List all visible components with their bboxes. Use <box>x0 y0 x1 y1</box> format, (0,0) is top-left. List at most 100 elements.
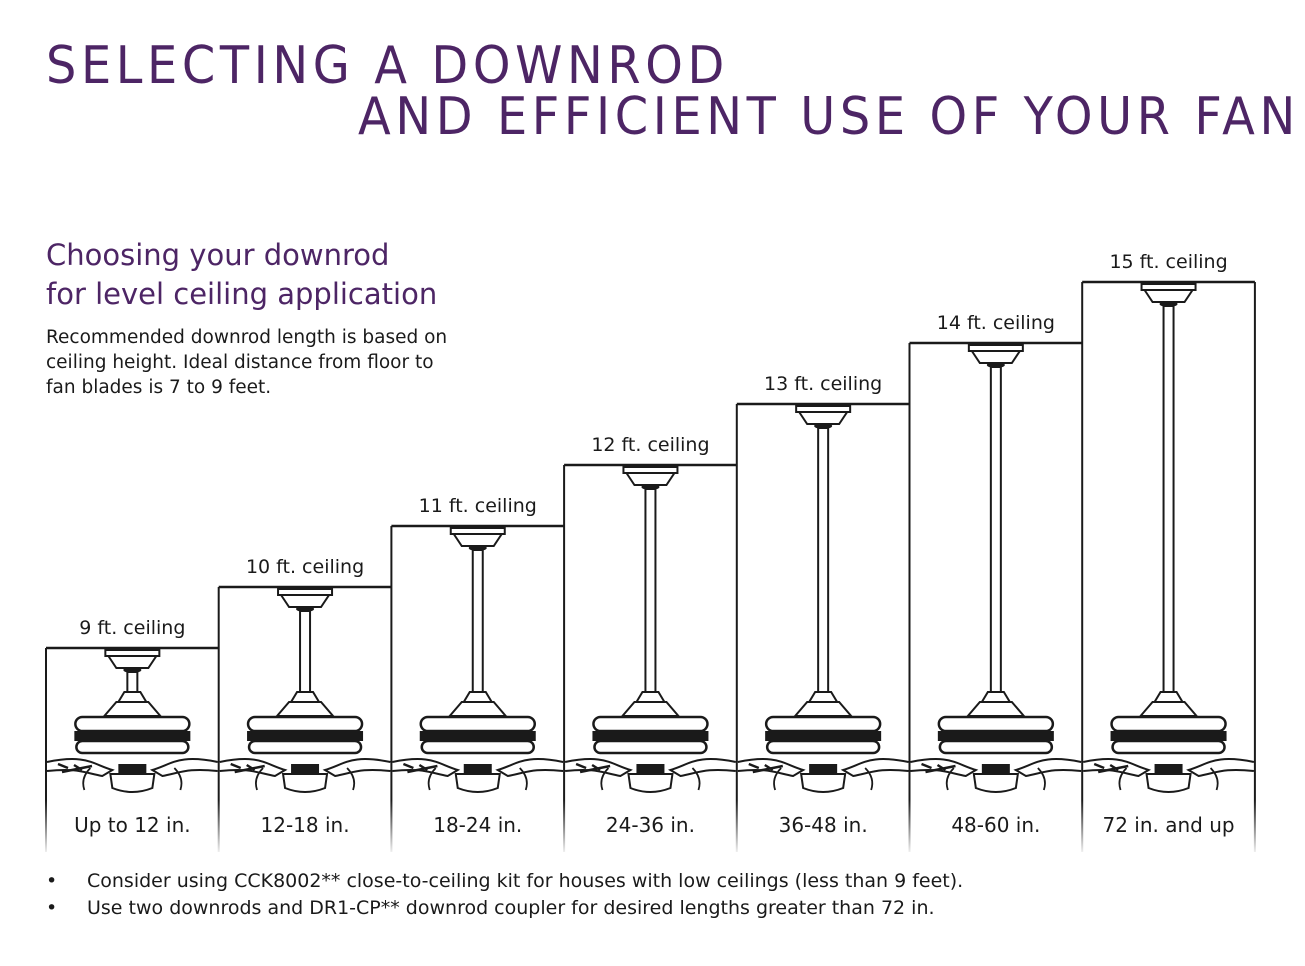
fan-blade-icon <box>1093 762 1129 774</box>
downrod-length-label: 72 in. and up <box>1102 813 1234 837</box>
motor-housing-icon <box>74 731 191 741</box>
downrod-length-label: 12-18 in. <box>261 813 350 837</box>
fan-blade-icon <box>1013 758 1082 778</box>
description-line: fan blades is 7 to 9 feet. <box>46 377 272 398</box>
light-kit-icon <box>799 773 847 793</box>
downrod-collar-icon <box>1138 701 1199 717</box>
motor-housing-icon <box>420 739 535 755</box>
downrod-collar-icon <box>274 701 336 717</box>
motor-housing-icon <box>1110 715 1227 733</box>
downrod-icon <box>989 366 1002 693</box>
light-kit-icon <box>454 773 501 793</box>
light-kit-icon <box>972 773 1020 793</box>
fan-blade-icon <box>840 758 909 778</box>
canopy-icon <box>1142 289 1195 303</box>
downrod-icon <box>817 427 830 693</box>
downrod-collar-icon <box>102 701 163 717</box>
motor-housing-icon <box>765 739 881 755</box>
section-heading-line-1: Choosing your downrod <box>46 238 390 272</box>
fan-blade-icon <box>82 767 183 791</box>
downrod-collar-icon <box>792 701 854 717</box>
motor-housing-icon <box>1110 731 1227 741</box>
fan-blade-icon <box>1186 758 1255 778</box>
downrod-length-label: Up to 12 in. <box>74 813 191 837</box>
downrod-collar-icon <box>116 691 149 703</box>
light-kit-icon <box>463 764 492 773</box>
ceiling-label: 10 ft. ceiling <box>246 556 364 578</box>
fan-blade-icon <box>57 762 93 774</box>
downrod-collar-icon <box>447 701 508 717</box>
ceiling-label: 12 ft. ceiling <box>591 434 709 456</box>
downrod-collar-icon <box>634 691 667 703</box>
light-kit-icon <box>118 764 147 773</box>
downrod-collar-icon <box>289 691 321 703</box>
light-kit-icon <box>1145 773 1192 793</box>
canopy-icon <box>797 411 850 425</box>
motor-housing-icon <box>75 739 190 755</box>
motor-housing-icon <box>247 731 364 741</box>
canopy-icon <box>969 350 1022 364</box>
description-line: Recommended downrod length is based on <box>46 327 448 348</box>
canopy-icon <box>279 594 331 608</box>
fan-blade-icon <box>921 762 956 774</box>
fan-blade-icon <box>575 762 611 774</box>
fan-blade-icon <box>1118 767 1219 791</box>
motor-housing-icon <box>74 715 191 733</box>
downrod-icon <box>1162 305 1175 693</box>
motor-housing-icon <box>419 731 536 741</box>
ceiling-label: 9 ft. ceiling <box>79 617 185 639</box>
light-kit-icon <box>109 773 156 793</box>
motor-housing-icon <box>592 715 709 733</box>
downrod-icon <box>126 671 139 693</box>
light-kit-icon <box>636 764 665 773</box>
motor-housing-icon <box>247 739 363 755</box>
section-heading-line-2: for level ceiling application <box>46 277 438 311</box>
light-kit-icon <box>981 764 1010 773</box>
fan-blade-icon <box>149 758 218 778</box>
light-kit-icon <box>1154 764 1183 773</box>
description-line: ceiling height. Ideal distance from floo… <box>46 352 434 373</box>
fan-blade-icon <box>600 767 701 791</box>
fan-blade-icon <box>748 762 784 774</box>
motor-housing-icon <box>593 739 708 755</box>
fan-blade-icon <box>402 762 438 774</box>
downrod-collar-icon <box>461 691 494 703</box>
fan-blade-icon <box>667 758 737 778</box>
downrod-collar-icon <box>620 701 681 717</box>
ceiling-label: 14 ft. ceiling <box>937 312 1055 334</box>
motor-housing-icon <box>937 715 1055 733</box>
bottom-fade <box>40 800 1265 856</box>
light-kit-icon <box>627 773 674 793</box>
note-text: Use two downrods and DR1-CP** downrod co… <box>87 897 935 919</box>
downrod-icon <box>471 549 484 693</box>
fan-blade-icon <box>945 767 1046 791</box>
light-kit-icon <box>291 764 320 773</box>
downrod-icon <box>644 488 657 693</box>
downrod-collar-icon <box>965 701 1027 717</box>
fan-blade-icon <box>495 758 564 778</box>
canopy-icon <box>106 655 159 669</box>
fan-blade-icon <box>322 758 391 778</box>
ceiling-label: 11 ft. ceiling <box>419 495 537 517</box>
downrod-collar-icon <box>980 691 1012 703</box>
fan-blade-icon <box>773 767 874 791</box>
note-item: • Use two downrods and DR1-CP** downrod c… <box>46 895 963 922</box>
page-title-line-2: AND EFFICIENT USE OF YOUR FAN <box>358 87 1300 147</box>
motor-housing-icon <box>765 731 882 741</box>
motor-housing-icon <box>419 715 536 733</box>
motor-housing-icon <box>246 715 364 733</box>
bullet-icon: • <box>46 870 58 892</box>
motor-housing-icon <box>1111 739 1226 755</box>
ceiling-label: 15 ft. ceiling <box>1109 251 1227 273</box>
page-title-line-1: SELECTING A DOWNROD <box>46 36 729 96</box>
downrod-length-label: 24-36 in. <box>606 813 695 837</box>
light-kit-icon <box>281 773 329 793</box>
section-description: Recommended downrod length is based on c… <box>46 325 476 400</box>
downrod-collar-icon <box>1152 691 1185 703</box>
notes-list: • Consider using CCK8002** close-to-ceili… <box>46 868 963 922</box>
motor-housing-icon <box>764 715 882 733</box>
note-item: • Consider using CCK8002** close-to-ceili… <box>46 868 963 895</box>
bullet-icon: • <box>46 897 58 919</box>
downrod-length-label: 48-60 in. <box>951 813 1040 837</box>
